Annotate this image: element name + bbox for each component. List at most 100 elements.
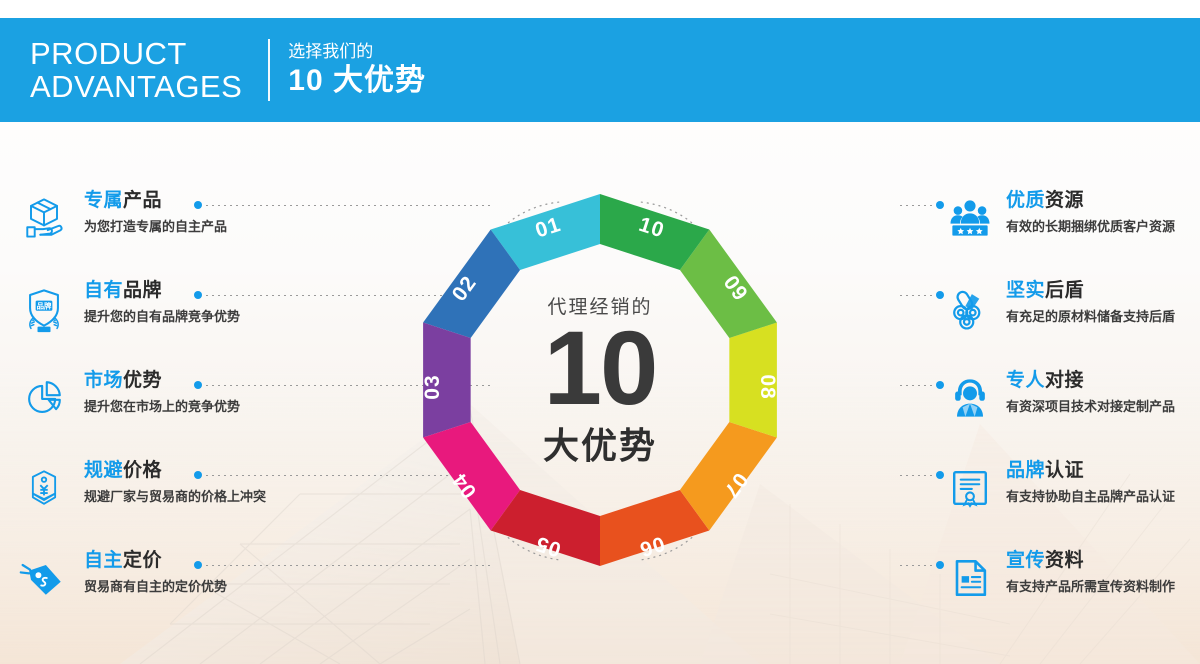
advantage-item-solid-backing[interactable]: 坚实后盾 有充足的原材料储备支持后盾 [900, 276, 1200, 366]
advantage-description: 提升您的自有品牌竞争优势 [84, 309, 241, 324]
box-in-hand-icon [16, 190, 72, 246]
connector-line [900, 471, 944, 479]
document-icon [942, 550, 998, 606]
advantage-item-avoid-price-conflict[interactable]: 规避价格 规避厂家与贸易商的价格上冲突 [16, 456, 494, 546]
certificate-icon [942, 460, 998, 516]
page-title-chinese: 选择我们的 10 大优势 [288, 41, 426, 99]
connector-dot [194, 471, 202, 479]
advantage-description: 有支持产品所需宣传资料制作 [1006, 579, 1176, 594]
connector-line [194, 291, 494, 299]
advantage-description: 有支持协助自主品牌产品认证 [1006, 489, 1176, 504]
right-advantages-column: 优质资源 有效的长期捆绑优质客户资源 [900, 186, 1200, 636]
dotted-line [206, 384, 494, 386]
page-header-band: PRODUCT ADVANTAGES 选择我们的 10 大优势 [0, 18, 1200, 122]
ring-segment-08[interactable]: 08 [729, 322, 779, 438]
advantage-text-block: 专人对接 有资深项目技术对接定制产品 [1006, 368, 1175, 417]
advantage-text-block: 市场优势 提升您在市场上的竞争优势 [84, 368, 240, 417]
advantage-description: 规避厂家与贸易商的价格上冲突 [84, 489, 267, 504]
advantage-title: 优质资源 [1006, 190, 1085, 211]
advantage-text-block: 优质资源 有效的长期捆绑优质客户资源 [1006, 188, 1175, 237]
advantage-text-block: 宣传资料 有支持产品所需宣传资料制作 [1006, 548, 1175, 597]
svg-text:品牌: 品牌 [37, 301, 52, 311]
advantage-item-exclusive-product[interactable]: 专属产品 为您打造专属的自主产品 [16, 186, 494, 276]
advantage-item-market[interactable]: 市场优势 提升您在市场上的竞争优势 [16, 366, 494, 456]
header-title-cn: 10 大优势 [288, 64, 427, 97]
material-rolls-icon [942, 280, 998, 336]
advantage-title: 宣传资料 [1006, 550, 1085, 571]
header-subtitle-cn: 选择我们的 [288, 42, 374, 61]
ring-segment-number: 08 [756, 374, 779, 399]
header-divider [268, 39, 271, 101]
dotted-line [900, 204, 932, 206]
advantage-description: 有充足的原材料储备支持后盾 [1006, 309, 1176, 324]
advantage-text-block: 品牌认证 有支持协助自主品牌产品认证 [1006, 458, 1175, 507]
connector-dot [194, 381, 202, 389]
connector-line [194, 381, 494, 389]
decagon-ring-chart: 01 02 03 04 05 06 07 08 09 10 代理经销的 10 大优势 [400, 180, 800, 580]
brand-shield-icon: 品牌 [16, 280, 72, 336]
advantage-text-block: 自有品牌 提升您的自有品牌竞争优势 [84, 278, 240, 327]
connector-dot [194, 291, 202, 299]
advantage-text-block: 专属产品 为您打造专属的自主产品 [84, 188, 227, 237]
left-advantages-column: 专属产品 为您打造专属的自主产品 品牌 [16, 186, 494, 636]
people-stars-icon [942, 190, 998, 246]
ring-segment-01[interactable]: 01 [490, 194, 600, 270]
advantage-description: 有效的长期捆绑优质客户资源 [1006, 219, 1176, 234]
advantage-item-own-pricing[interactable]: 自主定价 贸易商有自主的定价优势 [16, 546, 494, 636]
price-tag-icon [16, 550, 72, 606]
dotted-line [206, 294, 494, 296]
connector-dot [936, 291, 944, 299]
advantage-item-quality-resources[interactable]: 优质资源 有效的长期捆绑优质客户资源 [900, 186, 1200, 276]
advantage-description: 为您打造专属的自主产品 [84, 219, 228, 234]
advantage-title: 坚实后盾 [1006, 280, 1085, 301]
advantage-text-block: 坚实后盾 有充足的原材料储备支持后盾 [1006, 278, 1175, 327]
headset-agent-icon [942, 370, 998, 426]
advantage-item-dedicated-contact[interactable]: 专人对接 有资深项目技术对接定制产品 [900, 366, 1200, 456]
connector-dot [936, 201, 944, 209]
advantage-item-promotional-materials[interactable]: 宣传资料 有支持产品所需宣传资料制作 [900, 546, 1200, 636]
advantage-title: 专人对接 [1006, 370, 1085, 391]
advantage-title: 市场优势 [84, 370, 163, 391]
connector-line [900, 291, 944, 299]
ring-segment-10[interactable]: 10 [600, 194, 710, 270]
dotted-line [900, 564, 932, 566]
connector-dot [936, 381, 944, 389]
connector-dot [936, 561, 944, 569]
ring-segment-09[interactable]: 09 [679, 229, 777, 338]
connector-dot [194, 201, 202, 209]
advantage-text-block: 规避价格 规避厂家与贸易商的价格上冲突 [84, 458, 266, 507]
advantage-title: 专属产品 [84, 190, 163, 211]
advantage-title: 自主定价 [84, 550, 163, 571]
pie-chart-icon [16, 370, 72, 426]
advantage-item-brand-certification[interactable]: 品牌认证 有支持协助自主品牌产品认证 [900, 456, 1200, 546]
connector-dot [936, 471, 944, 479]
connector-line [900, 201, 944, 209]
connector-line [900, 561, 944, 569]
ring-segment-06[interactable]: 06 [600, 490, 710, 566]
dotted-line [900, 294, 932, 296]
advantage-text-block: 自主定价 贸易商有自主的定价优势 [84, 548, 227, 597]
ring-segment-number: 03 [421, 374, 444, 399]
advantage-description: 提升您在市场上的竞争优势 [84, 399, 241, 414]
dotted-line [206, 564, 494, 566]
dotted-line [900, 384, 932, 386]
connector-line [194, 201, 494, 209]
page-title-english: PRODUCT ADVANTAGES [30, 36, 243, 104]
connector-dot [194, 561, 202, 569]
dotted-line [206, 204, 494, 206]
ring-segment-03[interactable]: 03 [421, 322, 471, 438]
advantage-title: 自有品牌 [84, 280, 163, 301]
advantage-title: 规避价格 [84, 460, 163, 481]
advantage-title: 品牌认证 [1006, 460, 1085, 481]
dotted-line [900, 474, 932, 476]
advantage-item-own-brand[interactable]: 品牌 自有品牌 提升您的自有品牌竞争优势 [16, 276, 494, 366]
connector-line [900, 381, 944, 389]
advantage-description: 有资深项目技术对接定制产品 [1006, 399, 1176, 414]
connector-line [194, 471, 494, 479]
yen-tag-cube-icon [16, 460, 72, 516]
dotted-line [206, 474, 494, 476]
connector-line [194, 561, 494, 569]
advantage-description: 贸易商有自主的定价优势 [84, 579, 228, 594]
